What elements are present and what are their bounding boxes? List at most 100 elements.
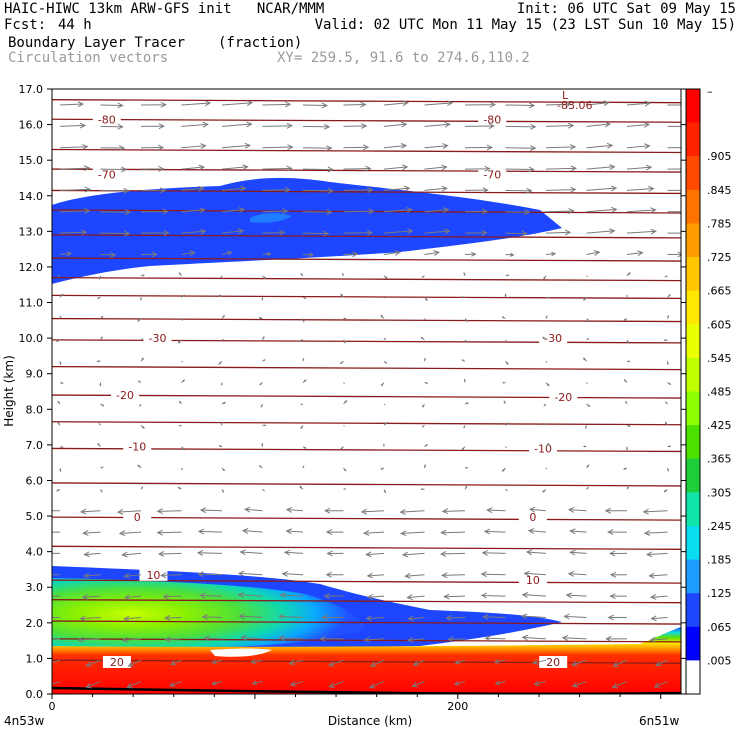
- contour-label-bg: [539, 332, 568, 345]
- circulation-vector: [626, 207, 657, 214]
- circulation-vector: [100, 251, 117, 258]
- colorbar-label: .725: [707, 251, 732, 264]
- circulation-vector: [79, 508, 101, 515]
- contour-label-bg: [518, 511, 547, 524]
- circulation-vector: [100, 145, 126, 152]
- circulation-vector: [238, 613, 263, 620]
- circulation-vector: [480, 571, 506, 578]
- circulation-vector: [461, 359, 466, 362]
- circulation-vector: [664, 421, 668, 426]
- circulation-vector: [453, 680, 466, 686]
- circulation-vector: [237, 570, 263, 577]
- circulation-vector: [197, 528, 223, 535]
- circulation-vector: [586, 338, 590, 341]
- circulation-vector: [100, 123, 124, 130]
- surface-gap: [210, 648, 272, 657]
- circulation-vector: [220, 275, 223, 279]
- circulation-vector: [181, 318, 183, 321]
- circulation-vector: [343, 317, 347, 320]
- circulation-vector: [464, 187, 489, 194]
- circulation-vector: [199, 507, 223, 514]
- circulation-vector: [584, 425, 587, 429]
- circulation-vector: [626, 100, 652, 107]
- circulation-vector: [463, 271, 466, 276]
- circulation-vector: [164, 636, 182, 643]
- circulation-vector: [100, 166, 128, 173]
- circulation-vector: [196, 549, 223, 556]
- circulation-vector: [505, 339, 508, 343]
- circulation-vector: [401, 551, 425, 558]
- circulation-vector: [197, 571, 223, 578]
- circulation-vector: [667, 382, 672, 385]
- circulation-vector: [424, 228, 451, 235]
- circulation-vector: [464, 485, 468, 490]
- circulation-vector: [260, 403, 263, 408]
- circulation-vector: [586, 318, 590, 322]
- circulation-vector: [383, 100, 409, 107]
- circulation-vector: [445, 614, 466, 621]
- circulation-vector: [181, 250, 196, 257]
- circulation-vector: [52, 659, 61, 664]
- circulation-vector: [258, 465, 263, 469]
- circulation-vector: [407, 615, 425, 622]
- circulation-vector: [52, 595, 60, 597]
- circulation-vector: [505, 187, 533, 194]
- circulation-vector: [366, 572, 385, 579]
- circulation-vector: [261, 297, 264, 301]
- circulation-vector: [140, 144, 165, 151]
- circulation-vector: [626, 250, 644, 257]
- circulation-vector: [571, 681, 587, 688]
- circulation-vector: [360, 508, 385, 515]
- circulation-vector: [99, 382, 102, 387]
- circulation-vector: [140, 187, 167, 194]
- circulation-vector: [221, 314, 225, 319]
- circulation-vector: [542, 336, 547, 341]
- circulation-vector: [321, 614, 344, 621]
- circulation-vector: [181, 185, 205, 192]
- circulation-vector: [383, 228, 414, 235]
- circulation-vector: [607, 614, 628, 621]
- circulation-vector: [100, 102, 124, 109]
- circulation-vector: [59, 229, 88, 236]
- y-tick-label: 2.0: [26, 617, 44, 630]
- circulation-vector: [464, 229, 488, 236]
- colorbar-swatch: [686, 122, 700, 157]
- circulation-vector: [424, 207, 450, 213]
- circulation-vector: [342, 272, 344, 277]
- circulation-vector: [383, 164, 409, 171]
- circulation-vector: [140, 357, 144, 362]
- circulation-vector: [261, 442, 264, 447]
- circulation-vector: [123, 615, 142, 622]
- circulation-vector: [366, 594, 385, 600]
- circulation-vector: [116, 508, 142, 515]
- circulation-vector: [52, 574, 60, 576]
- circulation-vector: [421, 275, 425, 278]
- circulation-vector: [139, 403, 142, 407]
- y-tick-label: 0.0: [26, 688, 44, 701]
- circulation-vector: [369, 659, 385, 667]
- circulation-vector: [505, 488, 508, 492]
- circulation-vector: [59, 207, 91, 214]
- circulation-vector: [505, 422, 510, 426]
- circulation-vector: [505, 446, 507, 449]
- circulation-vector: [343, 424, 345, 427]
- circulation-vector: [160, 572, 182, 579]
- y-tick-label: 17.0: [19, 83, 44, 96]
- circulation-vector: [380, 467, 385, 470]
- header-fcst-label: Fcst:: [4, 17, 47, 33]
- contour-label-bg: [518, 574, 547, 587]
- circulation-vector: [383, 489, 386, 494]
- circulation-vector: [244, 506, 263, 513]
- circulation-vector: [343, 251, 359, 258]
- circulation-vector: [343, 467, 347, 472]
- temperature-contour-line: [52, 579, 681, 584]
- circulation-vector: [168, 681, 182, 687]
- circulation-vector: [302, 252, 315, 258]
- circulation-vector: [421, 424, 425, 428]
- colorbar-swatch: [686, 458, 700, 493]
- circulation-vector: [181, 164, 206, 171]
- circulation-vector: [533, 680, 547, 687]
- circulation-vector: [121, 551, 142, 558]
- circulation-vector: [59, 143, 89, 150]
- circulation-vector: [85, 659, 101, 667]
